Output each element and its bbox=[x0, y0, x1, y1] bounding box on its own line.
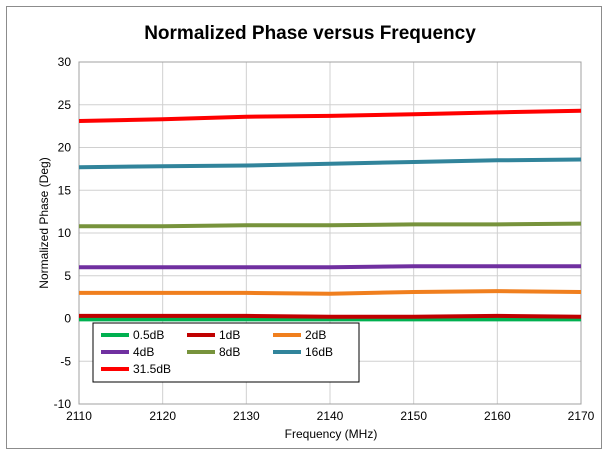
axes: -10 -5 0 5 10 15 20 25 30 2110 2120 2130 2140 2150 216… bbox=[54, 55, 595, 423]
x-tick-label: 2120 bbox=[149, 409, 176, 423]
series-lines bbox=[78, 108, 582, 322]
y-tick-label: 20 bbox=[58, 141, 72, 155]
x-tick-label: 2160 bbox=[484, 409, 511, 423]
x-tick-label: 2140 bbox=[317, 409, 344, 423]
x-tick-label: 2150 bbox=[400, 409, 427, 423]
phase-chart: Normalized Phase versus Frequency -10 -5 0… bbox=[37, 23, 595, 441]
chart-title: Normalized Phase versus Frequency bbox=[144, 23, 476, 44]
y-tick-label: 25 bbox=[58, 98, 72, 112]
x-axis-title: Frequency (MHz) bbox=[285, 427, 378, 441]
x-tick-label: 2130 bbox=[233, 409, 260, 423]
y-tick-label: 10 bbox=[58, 226, 72, 240]
y-tick-label: 0 bbox=[64, 312, 71, 326]
chart-frame: Normalized Phase versus Frequency -10 -5 0… bbox=[6, 6, 602, 449]
legend-label: 16dB bbox=[305, 345, 333, 359]
legend-label: 1dB bbox=[219, 328, 240, 342]
plot-area-border bbox=[78, 61, 582, 405]
y-tick-label: 15 bbox=[58, 183, 72, 197]
series-line-31.5dB bbox=[78, 108, 582, 123]
y-tick-label: 5 bbox=[64, 269, 71, 283]
legend: 0.5dB 1dB 2dB 4dB 8dB 16dB 31.5dB bbox=[92, 322, 360, 383]
series-line-8dB bbox=[79, 221, 582, 229]
legend-label: 0.5dB bbox=[133, 328, 164, 342]
series-line-1dB bbox=[79, 313, 582, 319]
legend-label: 4dB bbox=[133, 345, 154, 359]
y-tick-label: 30 bbox=[58, 55, 72, 69]
series-line-16dB bbox=[78, 157, 582, 170]
y-tick-label: -10 bbox=[54, 397, 72, 411]
legend-box bbox=[92, 322, 360, 383]
series-line-4dB bbox=[79, 264, 581, 270]
y-tick-label: -5 bbox=[60, 354, 71, 368]
legend-label: 8dB bbox=[219, 345, 240, 359]
legend-label: 31.5dB bbox=[133, 362, 171, 376]
legend-label: 2dB bbox=[305, 328, 326, 342]
y-axis-title: Normalized Phase (Deg) bbox=[37, 157, 51, 288]
x-tick-label: 2170 bbox=[568, 409, 595, 423]
series-line-2dB bbox=[79, 289, 582, 296]
x-tick-label: 2110 bbox=[66, 409, 92, 423]
